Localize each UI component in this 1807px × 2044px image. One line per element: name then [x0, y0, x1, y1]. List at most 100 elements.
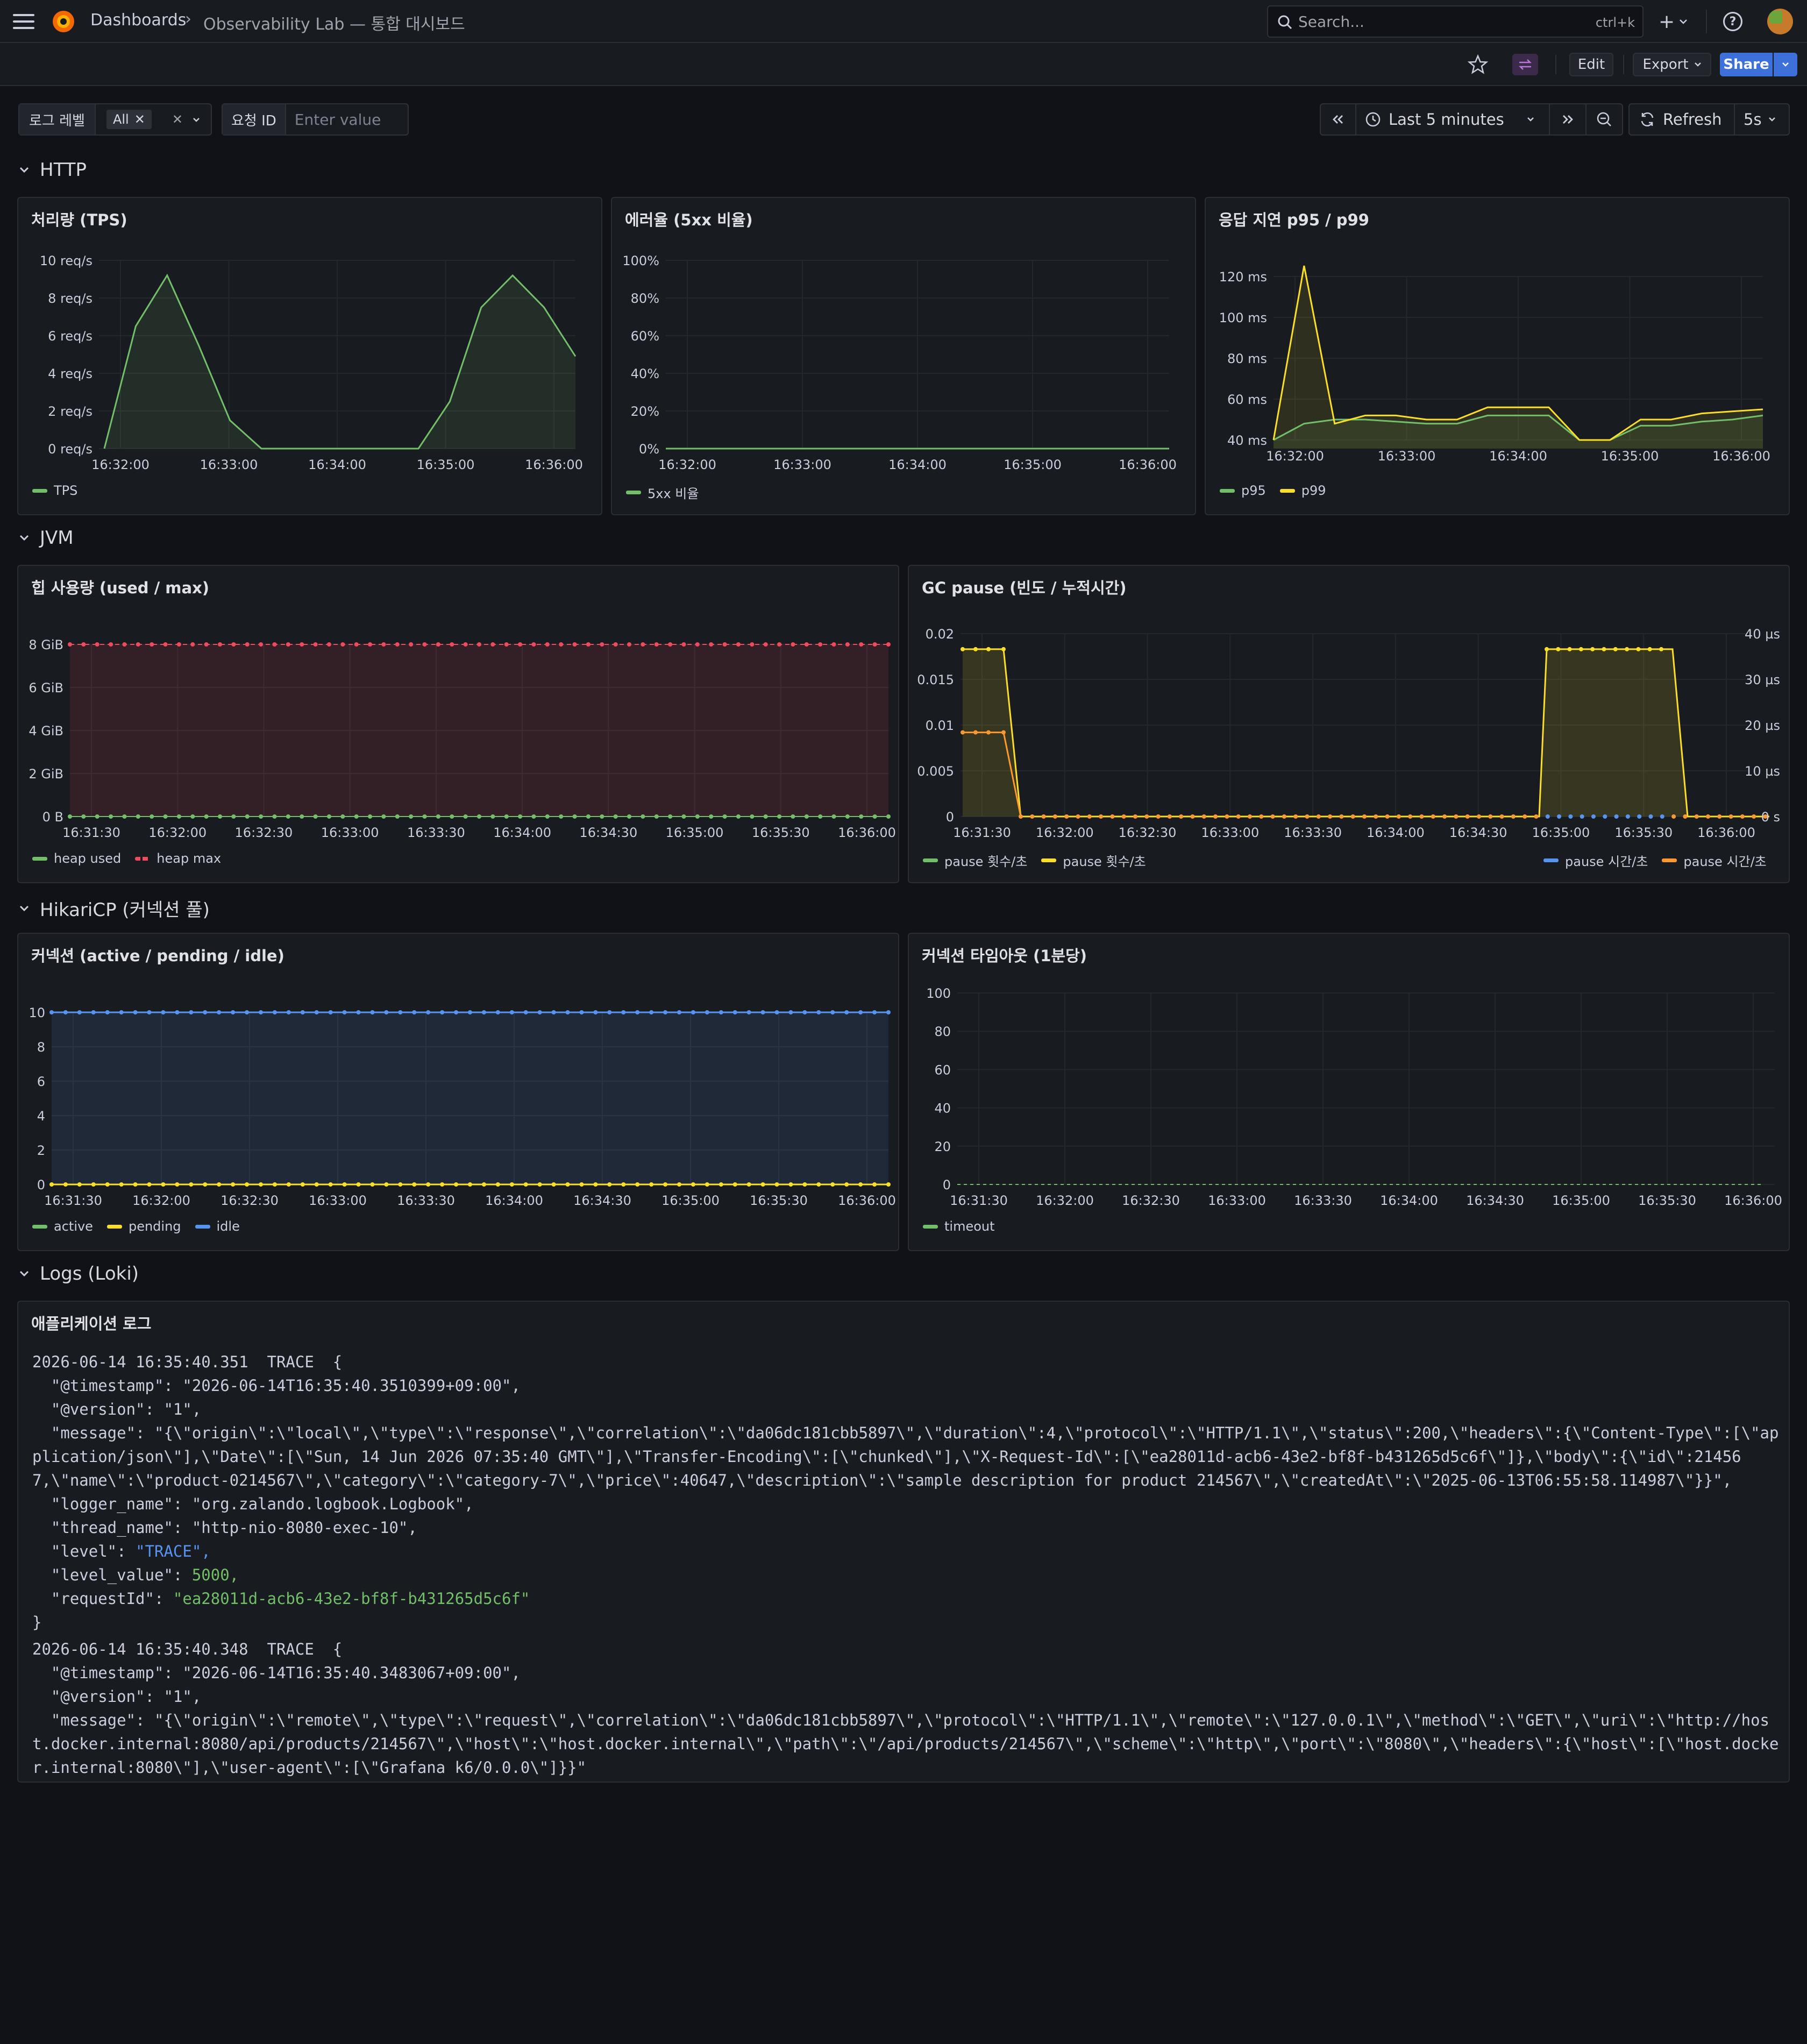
conn-legend[interactable]: active pending idle	[32, 1219, 240, 1234]
gc-count-point	[1001, 730, 1006, 735]
pending-point	[231, 1182, 236, 1187]
time-range-picker[interactable]: Last 5 minutes	[1356, 104, 1550, 134]
legend-gc-count-2: pause 횟수/초	[1063, 854, 1146, 869]
gc-chart: 0.02 0.015 0.01 0.005 0 40 µs 30 µs 20 µs 10 µs 0…	[917, 627, 1780, 840]
log-field-message: "message": "{\"origin\":\"local\",\"type…	[32, 1424, 1779, 1489]
panel-timeout[interactable]: 커넥션 타임아웃 (1분당) 100 80 60 40 20 0 16:31:30 16:32…	[908, 933, 1790, 1251]
panel-heap[interactable]: 힙 사용량 (used / max) 8 GiB 6 GiB 4 GiB 2 GiB 0…	[17, 565, 899, 883]
pending-point	[328, 1182, 333, 1187]
pending-point	[593, 1182, 598, 1187]
gc-time-point	[1499, 814, 1504, 819]
row-hikaricp-title: HikariCP (커넥션 풀)	[40, 899, 210, 921]
time-back-button[interactable]	[1321, 104, 1356, 134]
panel-error-rate[interactable]: 에러율 (5xx 비율) 100% 80% 60% 40% 20% 0% 16:32:00 1…	[611, 197, 1196, 515]
refresh-interval-dropdown[interactable]: 5s	[1735, 104, 1789, 134]
hamburger-menu-icon[interactable]	[13, 14, 34, 29]
heap-max-point	[872, 642, 877, 647]
pending-point	[844, 1182, 849, 1187]
y-tick-label: 6 GiB	[29, 680, 63, 695]
row-http[interactable]: HTTP	[19, 159, 87, 181]
legend-swatch	[1543, 858, 1559, 862]
log-entry[interactable]: ⋮ 2026-06-14 16:35:40.348 TRACE { "@time…	[32, 1637, 1780, 1779]
gc-time-point	[1591, 814, 1596, 819]
panel-tps[interactable]: 처리량 (TPS) 10 req/s 8 req/s 6 req/s 4 req/s 2…	[17, 197, 602, 515]
x-tick-label: 16:36:00	[838, 825, 896, 840]
heap-legend[interactable]: heap used heap max	[32, 851, 221, 866]
y-tick-label: 0	[946, 810, 954, 825]
idle-area	[52, 1012, 888, 1184]
pending-point	[203, 1182, 208, 1187]
user-avatar[interactable]	[1767, 9, 1793, 34]
row-hikaricp[interactable]: HikariCP (커넥션 풀)	[19, 895, 210, 921]
legend-swatch	[923, 1224, 938, 1229]
x-tick-label: 16:32:00	[1036, 1193, 1094, 1208]
remove-chip-icon[interactable]: ✕	[134, 112, 145, 127]
gc-count-point	[1613, 647, 1618, 651]
gc-time-point	[1568, 814, 1573, 819]
zoom-out-button[interactable]	[1587, 104, 1622, 134]
idle-point	[426, 1010, 431, 1014]
tps-chart: 10 req/s 8 req/s 6 req/s 4 req/s 2 req/s 0 re…	[40, 253, 583, 472]
idle-point	[245, 1010, 250, 1014]
chevrons-right-icon	[1563, 115, 1573, 124]
search-box[interactable]: Search... ctrl+k	[1267, 5, 1644, 38]
chevron-down-icon	[1768, 117, 1775, 122]
timeout-legend[interactable]: timeout	[923, 1219, 995, 1234]
gc-time-point	[1293, 814, 1298, 819]
y-right-tick-label: 0 s	[1761, 810, 1780, 825]
x-tick-label: 16:34:30	[1466, 1193, 1524, 1208]
row-jvm[interactable]: JVM	[19, 527, 74, 549]
grafana-logo-icon[interactable]	[51, 9, 76, 34]
pending-point	[370, 1182, 375, 1187]
time-forward-button[interactable]	[1550, 104, 1587, 134]
chevron-down-icon	[1782, 62, 1789, 67]
pending-point	[509, 1182, 514, 1187]
share-dropdown-button[interactable]	[1774, 53, 1797, 76]
tps-series-area	[104, 275, 575, 449]
legend-gc-time-2: pause 시간/초	[1683, 854, 1767, 869]
log-level-chip[interactable]: All ✕	[106, 110, 152, 129]
clear-icon[interactable]: ✕	[172, 112, 183, 127]
pending-point	[872, 1182, 877, 1187]
pending-point	[635, 1182, 640, 1187]
breadcrumb-dashboards[interactable]: Dashboards	[90, 11, 187, 30]
gc-legend-right[interactable]: pause 시간/초 pause 시간/초	[1543, 851, 1767, 870]
y-tick-label: 40	[934, 1101, 951, 1116]
gc-time-point	[1052, 814, 1057, 819]
error-legend[interactable]: 5xx 비율	[626, 483, 699, 502]
edit-button[interactable]: Edit	[1569, 53, 1613, 76]
export-button[interactable]: Export	[1633, 53, 1711, 76]
log-entry[interactable]: ⋮ 2026-06-14 16:35:40.351 TRACE { "@time…	[32, 1350, 1780, 1634]
refresh-button[interactable]: Refresh	[1630, 104, 1735, 134]
request-id-input[interactable]: Enter value	[294, 110, 381, 129]
help-icon[interactable]: ?	[1723, 12, 1742, 31]
panel-connections[interactable]: 커넥션 (active / pending / idle) 10 8 6 4 2 0 16:…	[17, 933, 899, 1251]
idle-point	[677, 1010, 681, 1014]
pending-point	[677, 1182, 681, 1187]
star-icon[interactable]	[1467, 54, 1489, 75]
chevron-down-icon[interactable]	[193, 117, 200, 123]
x-tick-label: 16:35:00	[1004, 457, 1062, 472]
share-button[interactable]: Share	[1720, 53, 1773, 76]
idle-point	[217, 1010, 222, 1014]
row-logs[interactable]: Logs (Loki)	[19, 1263, 139, 1284]
legend-timeout: timeout	[944, 1219, 995, 1234]
gc-time-point	[1144, 814, 1149, 819]
panel-app-logs[interactable]: 애플리케이션 로그	[17, 1301, 1790, 1783]
share-externally-icon[interactable]	[1512, 54, 1538, 75]
new-menu-button[interactable]: +	[1659, 9, 1694, 34]
x-tick-label: 16:34:00	[493, 825, 551, 840]
chevron-down-icon	[19, 1271, 29, 1277]
gc-time-point	[1385, 814, 1390, 819]
panel-latency[interactable]: 응답 지연 p95 / p99 120 ms 100 ms 80 ms 60 ms 40…	[1205, 197, 1790, 515]
latency-legend[interactable]: p95 p99	[1220, 483, 1326, 498]
y-tick-label: 8	[37, 1040, 45, 1055]
y-tick-label: 20	[934, 1139, 951, 1154]
heap-max-point	[750, 642, 755, 647]
gc-legend-left[interactable]: pause 횟수/초 pause 횟수/초	[923, 851, 1146, 870]
tps-legend[interactable]: TPS	[32, 483, 77, 498]
legend-swatch	[626, 491, 641, 494]
log-list[interactable]: ⋮ 2026-06-14 16:35:40.351 TRACE { "@time…	[32, 1350, 1780, 1780]
panel-gc-pause[interactable]: GC pause (빈도 / 누적시간) 0.02 0.015 0.01 0.005 0…	[908, 565, 1790, 883]
x-tick-label: 16:32:00	[91, 457, 150, 472]
